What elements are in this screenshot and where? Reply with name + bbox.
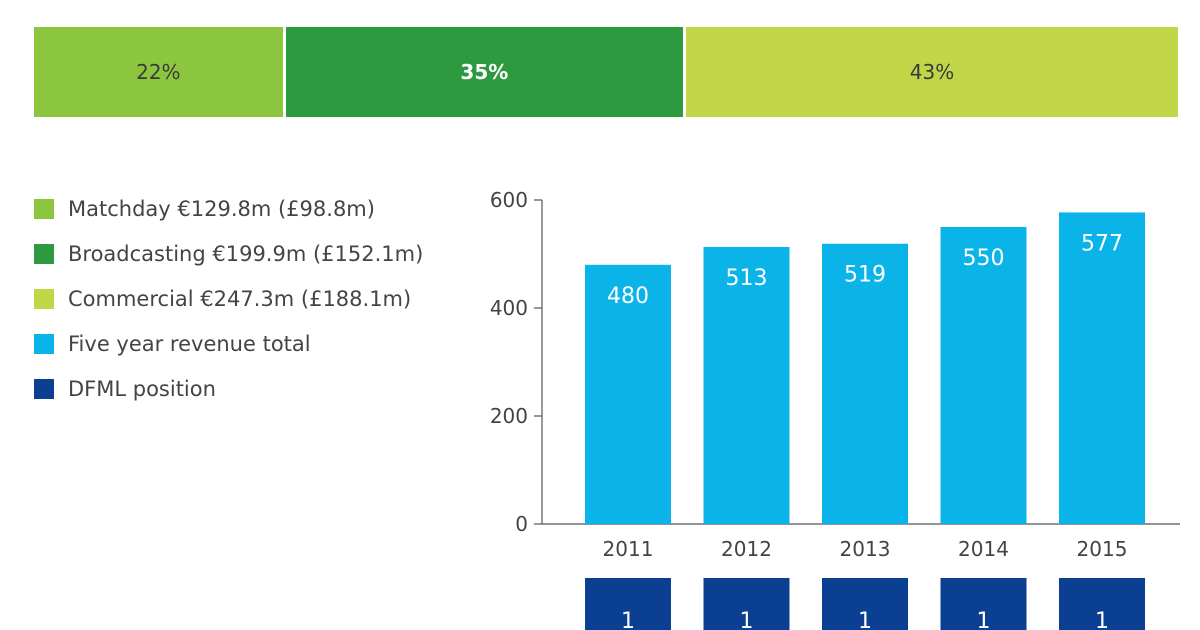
legend-swatch [34,198,54,219]
bar-2013 [822,243,908,525]
revenue-split-segment-0: 22% [34,27,283,117]
dfml-position-box [703,578,790,630]
bar-value-label: 513 [726,266,768,291]
legend-item: Broadcasting €199.9m (£152.1m) [34,231,423,276]
legend-item: Commercial €247.3m (£188.1m) [34,276,423,321]
bar-value-label: 550 [963,246,1005,271]
legend-label: DFML position [68,376,216,401]
x-tick-label: 2011 [603,537,654,561]
y-tick-label: 200 [490,404,528,428]
dfml-position-label: 1 [621,609,635,630]
bar-value-label: 519 [844,263,886,288]
x-tick-label: 2014 [958,537,1009,561]
legend-label: Broadcasting €199.9m (£152.1m) [68,241,424,266]
legend-label: Five year revenue total [68,331,311,356]
legend-label: Commercial €247.3m (£188.1m) [68,286,412,311]
legend-item: DFML position [34,366,423,411]
revenue-split-label: 43% [909,60,955,84]
bar-2011 [585,264,671,524]
dfml-position-label: 1 [1095,609,1109,630]
legend: Matchday €129.8m (£98.8m) Broadcasting €1… [34,186,423,411]
legend-swatch [34,288,54,309]
x-tick-label: 2013 [840,537,891,561]
dfml-position-label: 1 [858,609,872,630]
x-tick-label: 2015 [1077,537,1128,561]
dfml-position-box [1059,578,1145,630]
x-tick-label: 2012 [721,537,772,561]
bar-2015 [1059,212,1145,525]
legend-swatch [34,333,54,354]
y-tick-label: 0 [515,512,528,536]
bar-2014 [940,227,1027,524]
legend-label: Matchday €129.8m (£98.8m) [68,196,375,221]
y-tick-label: 400 [490,296,528,320]
legend-swatch [34,378,54,399]
dfml-position-label: 1 [740,609,754,630]
legend-swatch [34,243,54,264]
legend-item: Matchday €129.8m (£98.8m) [34,186,423,231]
revenue-split-segment-2: 43% [686,27,1178,117]
dfml-position-box [940,578,1027,630]
dfml-position-label: 1 [977,609,991,630]
bar-value-label: 480 [607,284,649,309]
revenue-split-bar: 22% 35% 43% [0,0,1200,130]
dfml-position-box [585,578,671,630]
legend-item: Five year revenue total [34,321,423,366]
revenue-split-segment-1: 35% [285,27,684,117]
revenue-split-label: 22% [136,60,181,84]
dfml-position-box [822,578,908,630]
y-tick-label: 600 [490,188,528,212]
revenue-split-label: 35% [460,60,509,84]
bar-2012 [703,246,790,525]
bar-value-label: 577 [1081,231,1123,256]
